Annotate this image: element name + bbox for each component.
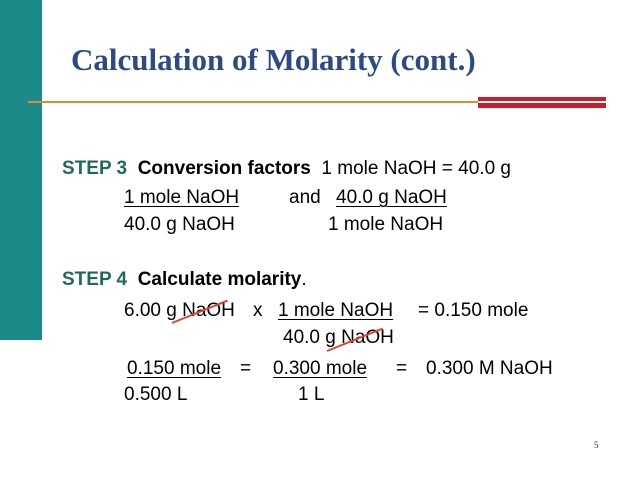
step4-heading: Calculate molarity: [137, 269, 302, 290]
step4-frac2-numerator: 0.300 mole: [273, 358, 368, 379]
step3-factor1-numerator: 1 mole NaOH: [124, 187, 240, 208]
step4-line: STEP 4 Calculate molarity.: [62, 269, 307, 291]
step3-equivalence: 1 mole NaOH = 40.0 g: [321, 158, 511, 179]
step4-result: = 0.150 mole: [418, 300, 529, 321]
step4-label: STEP 4: [62, 269, 128, 290]
step4-heading-period: .: [301, 269, 307, 290]
step4-factor-numerator: 1 mole NaOH: [278, 300, 394, 321]
step4-frac1-numerator: 0.150 mole: [127, 358, 222, 379]
slide-title: Calculation of Molarity (cont.): [71, 42, 476, 77]
step4-frac2-denominator: 1 L: [298, 384, 325, 405]
step3-factor1-denominator: 40.0 g NaOH: [124, 214, 235, 235]
step4-eq1: =: [240, 358, 252, 379]
step4-factor-denominator: 40.0 g NaOH: [283, 327, 394, 348]
sidebar-band: [0, 0, 42, 340]
step3-label: STEP 3: [62, 158, 128, 179]
page-number: 5: [594, 440, 599, 450]
step4-given: 6.00 g NaOH: [124, 300, 235, 321]
step3-conjunction: and: [289, 187, 321, 208]
step3-heading: Conversion factors: [137, 158, 311, 179]
title-accent-stripe: [478, 101, 606, 103]
title-underline: [28, 101, 478, 103]
step3-factor2-denominator: 1 mole NaOH: [328, 214, 444, 235]
step3-factor2-numerator: 40.0 g NaOH: [336, 187, 447, 208]
step3-line: STEP 3 Conversion factors 1 mole NaOH = …: [62, 158, 511, 180]
step4-answer: 0.300 M NaOH: [426, 358, 553, 379]
step4-frac1-denominator: 0.500 L: [124, 384, 188, 405]
step4-eq2: =: [396, 358, 408, 379]
step4-times: x: [253, 300, 263, 321]
